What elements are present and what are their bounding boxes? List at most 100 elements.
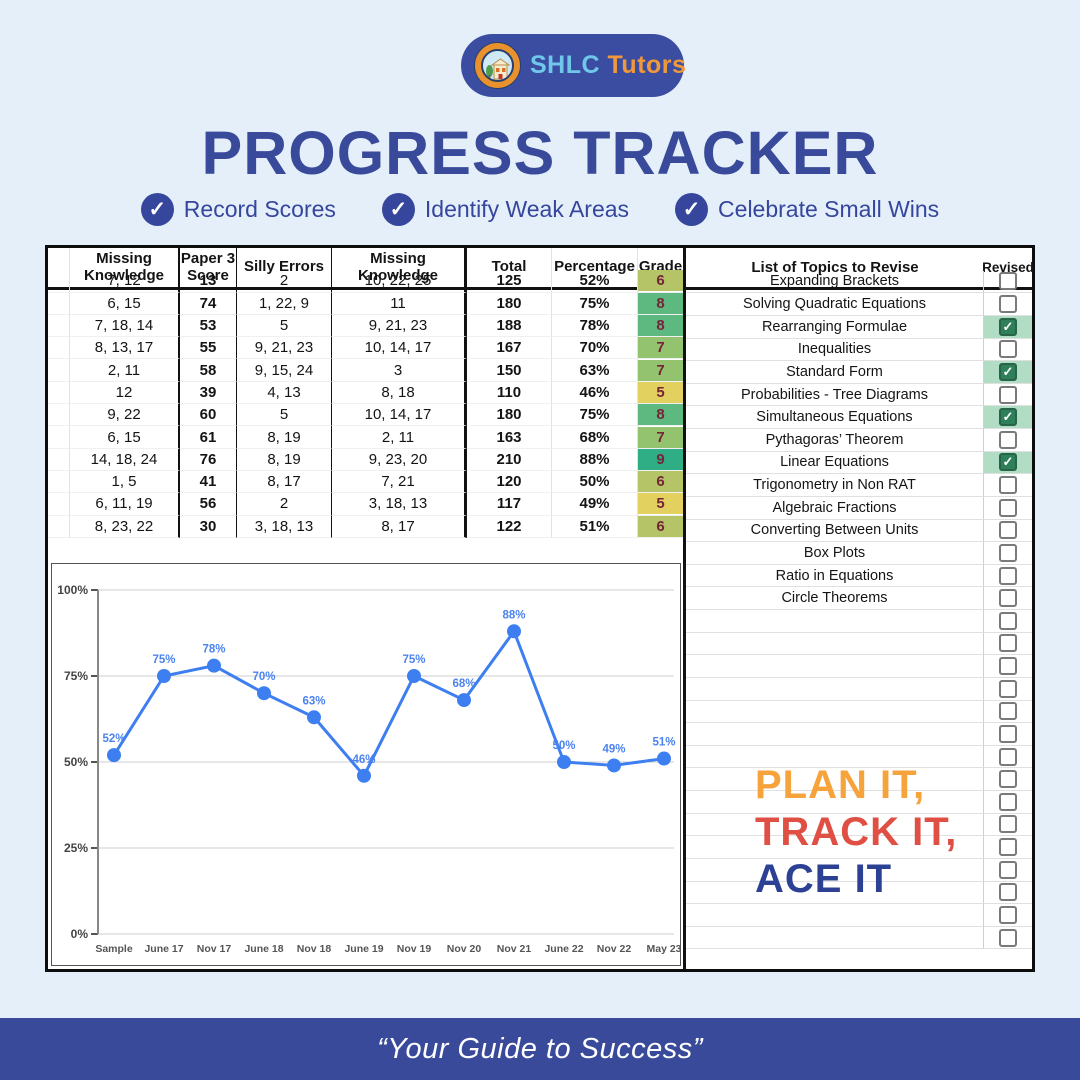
revised-checkbox[interactable]: [999, 928, 1017, 947]
revised-cell: [984, 791, 1032, 814]
revised-checkbox[interactable]: [999, 611, 1017, 630]
score-cell: 210: [467, 448, 552, 471]
revised-checkbox[interactable]: [999, 770, 1017, 789]
revised-checkbox[interactable]: [999, 702, 1017, 721]
score-cell: 1, 5: [70, 470, 180, 494]
revised-checkbox-checked[interactable]: ✓: [999, 362, 1017, 381]
svg-text:May 23: May 23: [646, 943, 680, 955]
score-cell: 75%: [552, 292, 638, 315]
grade-cell: 7: [638, 359, 683, 382]
badge-record-scores: ✓ Record Scores: [140, 193, 336, 226]
revised-checkbox[interactable]: [999, 679, 1017, 698]
svg-text:75%: 75%: [64, 669, 88, 683]
score-cell: 58: [180, 359, 237, 382]
revised-checkbox-checked[interactable]: ✓: [999, 317, 1017, 336]
grade-cell: 8: [638, 292, 683, 315]
motto: PLAN IT, TRACK IT, ACE IT: [755, 762, 957, 903]
revised-checkbox[interactable]: [999, 792, 1017, 811]
score-cell: 9, 23, 20: [332, 448, 467, 471]
revised-checkbox[interactable]: [999, 295, 1017, 314]
revised-checkbox[interactable]: [999, 543, 1017, 562]
score-cell: 7, 21: [332, 470, 467, 494]
score-cell: [48, 337, 70, 360]
revised-checkbox[interactable]: [999, 521, 1017, 540]
score-cell: [48, 292, 70, 315]
score-cell: 8, 17: [237, 470, 332, 494]
grade-cell: 8: [638, 404, 683, 427]
score-cell: 167: [467, 337, 552, 360]
revised-cell: [984, 814, 1032, 837]
revised-cell: [984, 610, 1032, 633]
revised-checkbox[interactable]: [999, 272, 1017, 291]
revised-cell: [984, 542, 1032, 565]
revised-cell: [984, 633, 1032, 656]
revised-checkbox[interactable]: [999, 838, 1017, 857]
header-silly-errors: Silly Errors: [237, 248, 332, 290]
check-icon: ✓: [675, 193, 709, 226]
badge-label: Celebrate Small Wins: [718, 196, 940, 222]
topic-label: Probabilities - Tree Diagrams: [686, 383, 984, 407]
score-cell: 122: [467, 515, 552, 538]
revised-cell: ✓: [984, 315, 1032, 339]
topic-label: [686, 791, 984, 814]
revised-checkbox[interactable]: [999, 747, 1017, 766]
svg-text:Sample: Sample: [95, 943, 133, 955]
score-cell: 8, 19: [237, 426, 332, 449]
revised-checkbox[interactable]: [999, 815, 1017, 834]
score-cell: 9, 21, 23: [332, 314, 467, 338]
score-cell: 8, 13, 17: [70, 337, 180, 360]
score-cell: 52%: [552, 270, 638, 293]
revised-checkbox[interactable]: [999, 883, 1017, 902]
svg-text:75%: 75%: [402, 654, 425, 666]
motto-track-it: TRACK IT,: [755, 810, 958, 854]
grade-cell: 9: [638, 448, 683, 471]
badge-label: Identify Weak Areas: [424, 196, 630, 222]
score-cell: 8, 19: [237, 448, 332, 471]
topic-label: Circle Theorems: [686, 587, 984, 610]
score-cell: 6, 11, 19: [70, 493, 180, 516]
revised-checkbox[interactable]: [999, 340, 1017, 359]
revised-cell: [984, 384, 1032, 407]
score-cell: 76: [180, 448, 237, 471]
revised-checkbox[interactable]: [999, 634, 1017, 653]
grade-cell: 8: [638, 315, 683, 338]
revised-checkbox[interactable]: [999, 385, 1017, 404]
revised-checkbox-checked[interactable]: ✓: [999, 453, 1017, 472]
revised-checkbox[interactable]: [999, 498, 1017, 517]
grade-cell: 6: [638, 515, 683, 538]
motto-plan-it: PLAN IT,: [755, 763, 926, 807]
svg-text:Nov 22: Nov 22: [597, 943, 632, 955]
revised-checkbox-checked[interactable]: ✓: [999, 408, 1017, 427]
score-cell: 63%: [552, 359, 638, 382]
topic-label: Expanding Brackets: [686, 270, 984, 294]
revised-checkbox[interactable]: [999, 476, 1017, 495]
revised-cell: [984, 904, 1032, 927]
score-cell: 6, 15: [70, 292, 180, 315]
score-cell: 8, 23, 22: [70, 515, 180, 538]
score-cell: 3: [332, 359, 467, 382]
score-cell: 68%: [552, 426, 638, 449]
revised-checkbox[interactable]: [999, 860, 1017, 879]
svg-text:75%: 75%: [152, 654, 175, 666]
revised-checkbox[interactable]: [999, 724, 1017, 743]
score-cell: 120: [467, 470, 552, 494]
score-cell: 4, 13: [237, 381, 332, 405]
shlc-logo-pill: SHLC Tutors: [461, 34, 686, 97]
score-cell: 14, 18, 24: [70, 448, 180, 471]
score-cell: 117: [467, 493, 552, 516]
revised-checkbox[interactable]: [999, 589, 1017, 608]
revised-checkbox[interactable]: [999, 566, 1017, 585]
topic-label: Standard Form: [686, 361, 984, 384]
topic-label: Linear Equations: [686, 451, 984, 475]
revised-checkbox[interactable]: [999, 905, 1017, 924]
revised-checkbox[interactable]: [999, 657, 1017, 676]
score-cell: 51%: [552, 515, 638, 538]
revised-checkbox[interactable]: [999, 430, 1017, 449]
progress-chart: 0% 25% 50% 75% 100% 52% Sample 75% June 17 78% Nov…: [51, 563, 682, 966]
score-cell: 2: [237, 270, 332, 293]
svg-text:Nov 19: Nov 19: [397, 943, 432, 955]
topic-label: [686, 610, 984, 633]
topic-label: Inequalities: [686, 338, 984, 362]
topic-label: Converting Between Units: [686, 519, 984, 543]
score-cell: 60: [180, 404, 237, 427]
